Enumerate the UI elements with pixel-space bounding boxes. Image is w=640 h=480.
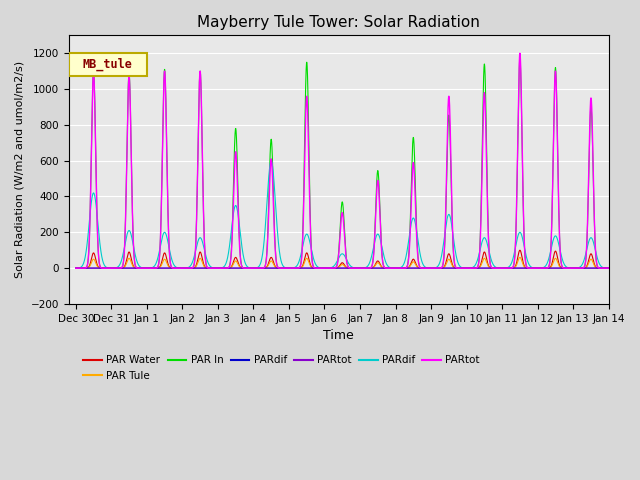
PARdif bbox=[168, 265, 175, 271]
PARdif bbox=[461, 265, 469, 271]
PARtot bbox=[516, 50, 524, 56]
PAR In bbox=[168, 264, 175, 270]
PARtot bbox=[432, 265, 440, 271]
PAR Water bbox=[168, 265, 175, 271]
PAR In bbox=[516, 56, 524, 61]
Legend: PAR Water, PAR Tule, PAR In, PARdif, PARtot, PARdif, PARtot: PAR Water, PAR Tule, PAR In, PARdif, PAR… bbox=[79, 351, 484, 384]
PAR Water bbox=[356, 265, 364, 271]
PARdif bbox=[72, 265, 79, 271]
PARdif bbox=[605, 265, 612, 271]
PAR Tule bbox=[168, 265, 175, 271]
PARtot bbox=[605, 265, 612, 271]
Line: PAR In: PAR In bbox=[76, 59, 609, 268]
PAR In bbox=[356, 265, 364, 271]
Line: PAR Water: PAR Water bbox=[76, 250, 609, 268]
PAR Tule bbox=[356, 265, 364, 271]
PAR In bbox=[605, 265, 612, 271]
PARtot bbox=[492, 265, 500, 271]
PAR Tule bbox=[72, 265, 79, 271]
PARtot bbox=[461, 265, 469, 271]
PARdif bbox=[605, 265, 612, 271]
PARtot bbox=[323, 265, 330, 271]
PAR Water bbox=[516, 247, 524, 253]
PAR Tule bbox=[516, 254, 524, 260]
PARtot bbox=[356, 265, 364, 271]
X-axis label: Time: Time bbox=[323, 329, 354, 342]
PAR Tule bbox=[323, 265, 330, 271]
PAR Water bbox=[492, 265, 500, 271]
PAR In bbox=[323, 265, 330, 271]
PAR In bbox=[72, 265, 79, 271]
PARtot bbox=[72, 265, 79, 271]
PARtot bbox=[168, 265, 175, 271]
PAR In bbox=[604, 265, 612, 271]
PAR In bbox=[461, 265, 469, 271]
PARtot bbox=[605, 265, 612, 271]
PARtot bbox=[461, 265, 469, 271]
PARtot bbox=[323, 265, 330, 271]
PAR Water bbox=[604, 265, 612, 271]
Line: PAR Tule: PAR Tule bbox=[76, 257, 609, 268]
PARdif bbox=[168, 256, 175, 262]
PARdif bbox=[268, 158, 275, 164]
PAR In bbox=[492, 265, 500, 271]
PARdif bbox=[323, 265, 330, 271]
Text: MB_tule: MB_tule bbox=[83, 58, 132, 71]
PAR Water bbox=[432, 265, 440, 271]
PAR Tule bbox=[604, 265, 612, 271]
Title: Mayberry Tule Tower: Solar Radiation: Mayberry Tule Tower: Solar Radiation bbox=[197, 15, 480, 30]
PAR Water bbox=[72, 265, 79, 271]
Line: PARtot: PARtot bbox=[76, 53, 609, 268]
Line: PARdif: PARdif bbox=[76, 161, 609, 268]
Y-axis label: Solar Radiation (W/m2 and umol/m2/s): Solar Radiation (W/m2 and umol/m2/s) bbox=[15, 61, 25, 278]
PARdif bbox=[432, 264, 440, 270]
PAR Tule bbox=[461, 265, 469, 271]
PARtot bbox=[492, 265, 500, 271]
PAR In bbox=[432, 265, 440, 271]
PARdif bbox=[461, 265, 469, 271]
PARdif bbox=[604, 265, 612, 271]
PARdif bbox=[604, 265, 612, 271]
PAR Tule bbox=[492, 265, 500, 271]
PARtot bbox=[604, 265, 612, 271]
PARdif bbox=[492, 264, 500, 270]
PAR Water bbox=[323, 265, 330, 271]
PARtot bbox=[432, 265, 440, 271]
PARdif bbox=[492, 265, 500, 271]
PAR Tule bbox=[432, 265, 440, 271]
PARdif bbox=[432, 265, 440, 271]
PAR Tule bbox=[605, 265, 612, 271]
PAR Water bbox=[461, 265, 469, 271]
PARtot bbox=[604, 265, 612, 271]
PARdif bbox=[72, 265, 79, 271]
PARdif bbox=[323, 265, 330, 271]
PAR Water bbox=[605, 265, 612, 271]
PARtot bbox=[168, 264, 175, 270]
FancyBboxPatch shape bbox=[68, 53, 147, 76]
PARtot bbox=[72, 265, 79, 271]
